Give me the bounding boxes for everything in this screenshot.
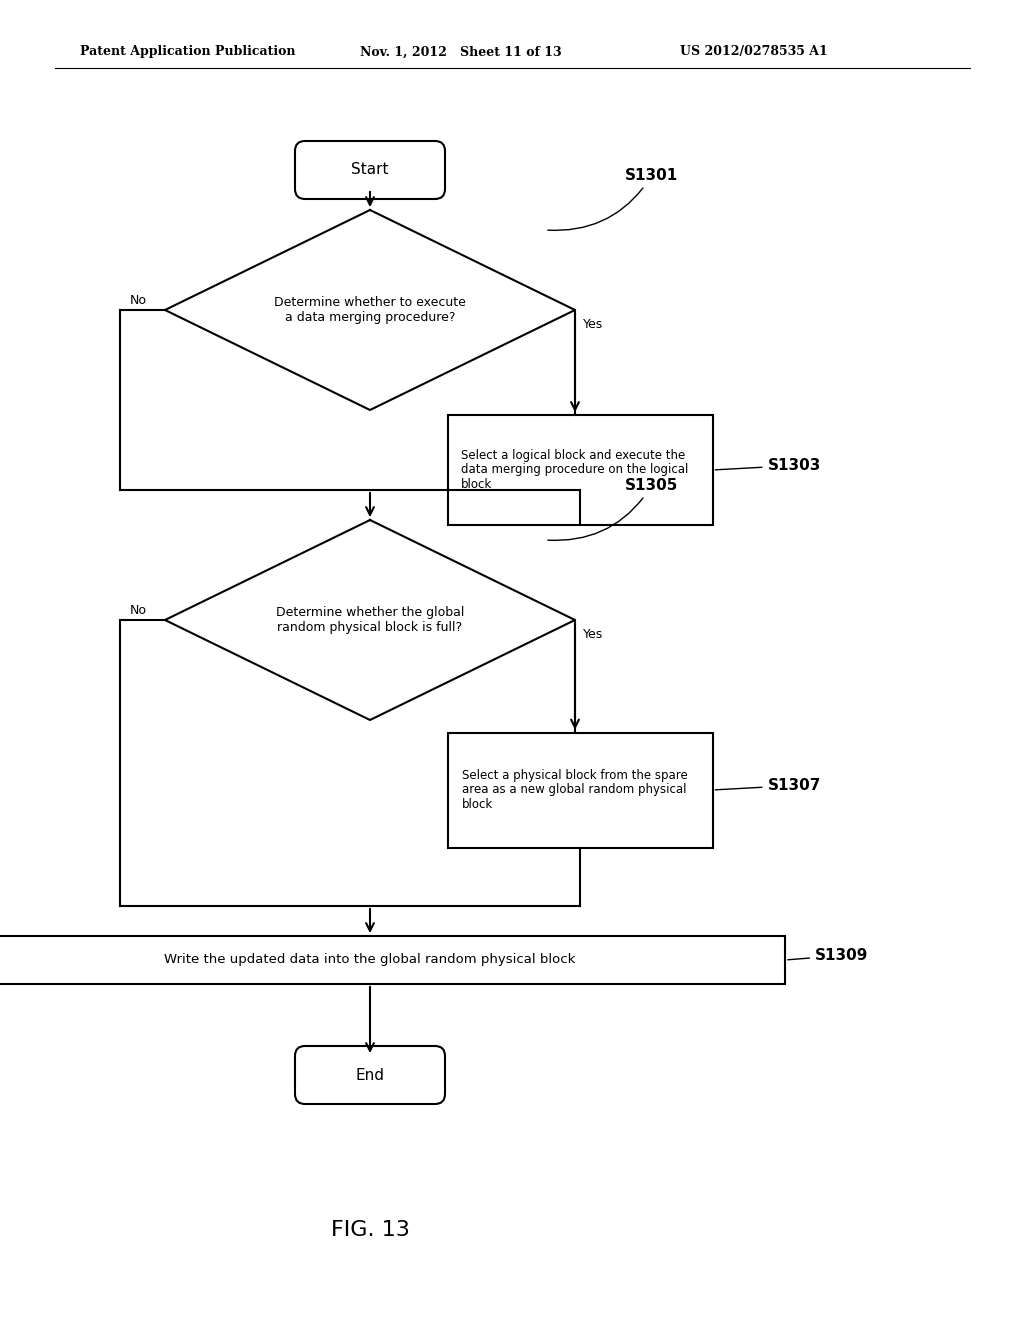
Text: S1307: S1307 [716, 777, 821, 793]
Text: Select a logical block and execute the
data merging procedure on the logical
blo: Select a logical block and execute the d… [462, 449, 689, 491]
Text: Start: Start [351, 162, 389, 177]
Text: Select a physical block from the spare
area as a new global random physical
bloc: Select a physical block from the spare a… [462, 768, 688, 812]
Text: Write the updated data into the global random physical block: Write the updated data into the global r… [164, 953, 575, 966]
Text: S1305: S1305 [548, 478, 678, 540]
Text: S1309: S1309 [787, 948, 868, 964]
Bar [447, 733, 713, 847]
Text: Determine whether to execute
a data merging procedure?: Determine whether to execute a data merg… [274, 296, 466, 323]
FancyBboxPatch shape [295, 141, 445, 199]
Text: Patent Application Publication: Patent Application Publication [80, 45, 296, 58]
Text: FIG. 13: FIG. 13 [331, 1220, 410, 1239]
Text: End: End [355, 1068, 384, 1082]
Text: S1303: S1303 [716, 458, 821, 473]
Text: US 2012/0278535 A1: US 2012/0278535 A1 [680, 45, 827, 58]
Text: Determine whether the global
random physical block is full?: Determine whether the global random phys… [275, 606, 464, 634]
Text: No: No [130, 293, 147, 306]
Bar [0, 936, 785, 983]
Text: Yes: Yes [583, 318, 603, 331]
Text: S1301: S1301 [548, 168, 678, 231]
Text: No: No [130, 603, 147, 616]
Bar [447, 414, 713, 525]
Text: Yes: Yes [583, 628, 603, 642]
Text: Nov. 1, 2012   Sheet 11 of 13: Nov. 1, 2012 Sheet 11 of 13 [360, 45, 561, 58]
FancyBboxPatch shape [295, 1045, 445, 1104]
